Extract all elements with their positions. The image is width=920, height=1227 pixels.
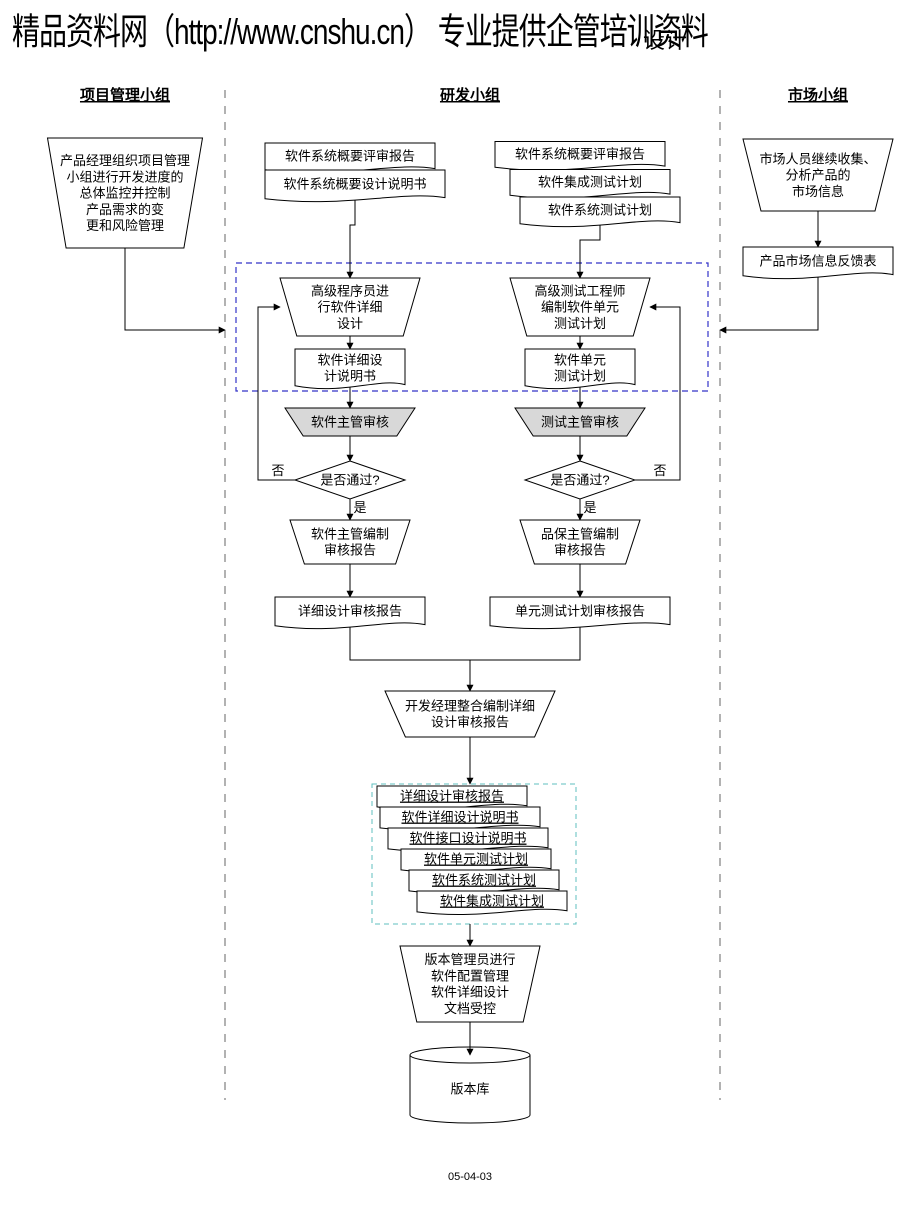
svg-text:软件主管审核: 软件主管审核 xyxy=(311,415,389,430)
svg-text:市场人员继续收集、: 市场人员继续收集、 xyxy=(759,151,876,166)
svg-text:单元测试计划审核报告: 单元测试计划审核报告 xyxy=(515,604,645,619)
svg-text:分析产品的: 分析产品的 xyxy=(785,168,850,183)
svg-text:软件详细设计说明书: 软件详细设计说明书 xyxy=(401,810,518,825)
svg-text:软件接口设计说明书: 软件接口设计说明书 xyxy=(409,831,526,846)
svg-text:市场小组: 市场小组 xyxy=(788,86,848,104)
svg-text:小组进行开发进度的: 小组进行开发进度的 xyxy=(66,169,183,184)
svg-text:更和风险管理: 更和风险管理 xyxy=(86,218,164,233)
connector xyxy=(635,307,680,480)
connector xyxy=(125,248,225,330)
svg-text:版本库: 版本库 xyxy=(450,1082,489,1097)
connector xyxy=(350,627,470,691)
svg-text:是否通过?: 是否通过? xyxy=(320,473,379,488)
svg-text:测试主管审核: 测试主管审核 xyxy=(541,415,619,430)
svg-text:软件集成测试计划: 软件集成测试计划 xyxy=(440,894,544,909)
svg-text:否: 否 xyxy=(653,463,666,478)
svg-text:开发经理整合编制详细: 开发经理整合编制详细 xyxy=(405,698,535,713)
svg-text:设计审核报告: 设计审核报告 xyxy=(431,715,509,730)
svg-text:否: 否 xyxy=(271,463,284,478)
svg-text:项目管理小组: 项目管理小组 xyxy=(80,86,170,104)
svg-text:软件集成测试计划: 软件集成测试计划 xyxy=(538,175,642,190)
svg-text:软件系统测试计划: 软件系统测试计划 xyxy=(548,203,652,218)
svg-text:软件系统概要评审报告: 软件系统概要评审报告 xyxy=(285,149,415,164)
svg-text:研发小组: 研发小组 xyxy=(440,86,500,104)
svg-text:编制软件单元: 编制软件单元 xyxy=(541,300,619,315)
svg-text:软件配置管理: 软件配置管理 xyxy=(431,968,509,983)
svg-text:是: 是 xyxy=(583,500,596,515)
svg-text:文档受控: 文档受控 xyxy=(444,1001,496,1016)
svg-text:软件主管编制: 软件主管编制 xyxy=(311,526,389,541)
svg-text:产品经理组织项目管理: 产品经理组织项目管理 xyxy=(60,153,190,168)
svg-text:设计: 设计 xyxy=(337,316,363,331)
svg-text:产品需求的变: 产品需求的变 xyxy=(86,202,164,217)
svg-text:05-04-03: 05-04-03 xyxy=(448,1171,492,1183)
svg-text:高级程序员进: 高级程序员进 xyxy=(311,283,389,298)
svg-text:行软件详细: 行软件详细 xyxy=(317,300,382,315)
svg-text:版本管理员进行: 版本管理员进行 xyxy=(424,952,515,967)
connector xyxy=(350,200,355,278)
svg-text:计说明书: 计说明书 xyxy=(324,369,376,384)
svg-text:设计: 设计 xyxy=(643,28,687,53)
svg-text:软件单元测试计划: 软件单元测试计划 xyxy=(424,852,528,867)
svg-text:产品市场信息反馈表: 产品市场信息反馈表 xyxy=(759,254,876,269)
svg-text:精品资料网（http://www.cnshu.cn） 专业提: 精品资料网（http://www.cnshu.cn） 专业提供企管培训资料 xyxy=(12,12,708,52)
connector xyxy=(580,225,600,278)
svg-text:软件单元: 软件单元 xyxy=(554,352,606,367)
svg-text:软件详细设: 软件详细设 xyxy=(317,352,382,367)
svg-text:是: 是 xyxy=(353,500,366,515)
svg-text:测试计划: 测试计划 xyxy=(554,316,606,331)
svg-text:软件系统概要评审报告: 软件系统概要评审报告 xyxy=(515,147,645,162)
svg-text:软件系统概要设计说明书: 软件系统概要设计说明书 xyxy=(283,177,426,192)
svg-text:详细设计审核报告: 详细设计审核报告 xyxy=(400,789,504,804)
svg-text:审核报告: 审核报告 xyxy=(324,543,376,558)
svg-text:软件系统测试计划: 软件系统测试计划 xyxy=(432,873,536,888)
svg-text:品保主管编制: 品保主管编制 xyxy=(541,526,619,541)
connector xyxy=(258,307,295,480)
svg-text:总体监控并控制: 总体监控并控制 xyxy=(79,186,170,201)
connector xyxy=(470,627,580,660)
svg-text:详细设计审核报告: 详细设计审核报告 xyxy=(298,604,402,619)
svg-text:审核报告: 审核报告 xyxy=(554,543,606,558)
svg-text:高级测试工程师: 高级测试工程师 xyxy=(534,283,625,298)
svg-text:测试计划: 测试计划 xyxy=(554,369,606,384)
svg-text:是否通过?: 是否通过? xyxy=(550,473,609,488)
svg-text:软件详细设计: 软件详细设计 xyxy=(431,985,509,1000)
svg-text:市场信息: 市场信息 xyxy=(792,184,844,199)
connector xyxy=(720,277,818,330)
